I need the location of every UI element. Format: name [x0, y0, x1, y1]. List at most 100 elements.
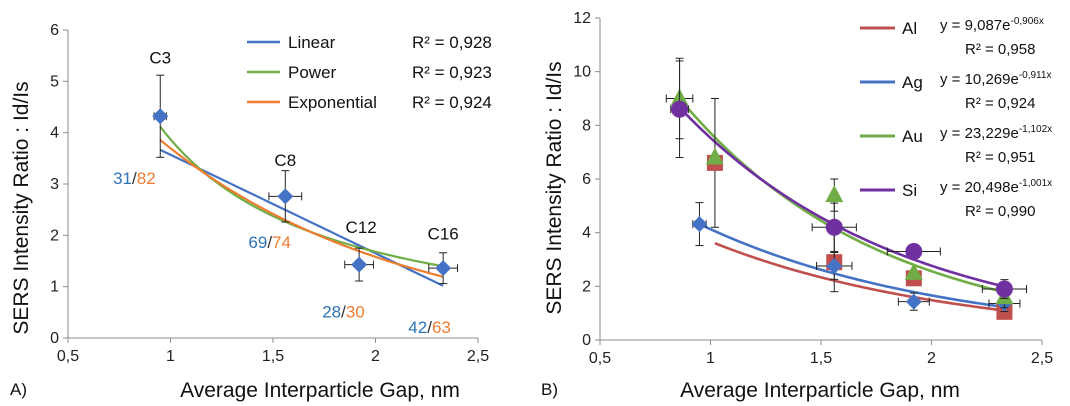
panel-a-ratio-label: 69/74: [248, 233, 291, 252]
panel-b-y-tick-label: 2: [582, 278, 591, 295]
panel-b-data-point-ag: [905, 293, 922, 310]
panel-b-data-points: [665, 57, 1028, 320]
equation-base: y = 9,087e: [940, 17, 1010, 34]
panel-a-ratio-label: 31/82: [113, 169, 156, 188]
ratio-second: 82: [137, 169, 156, 188]
panel-b-data-point-ag: [826, 257, 843, 274]
ratio-first: 42: [408, 318, 427, 337]
panel-a-fit-lines: [159, 126, 444, 287]
panel-b-x-tick-label: 2: [927, 350, 936, 367]
panel-a-y-tick-label: 0: [50, 330, 59, 347]
panel-a-fit-exp: [159, 139, 444, 278]
panel-a-y-tick-label: 2: [50, 227, 59, 244]
panel-a-point-label: C12: [346, 218, 377, 237]
panel-a-label: A): [10, 380, 27, 399]
panel-b-data-point-si: [671, 100, 689, 118]
equation-exponent: -1,001x: [1019, 178, 1052, 189]
panel-b-legend-label: Au: [902, 127, 923, 146]
panel-a-data-point: [277, 188, 294, 205]
panel-b-fit-au: [678, 97, 1005, 294]
panel-a-point-label: C16: [428, 224, 459, 243]
panel-b-legend-label: Al: [902, 19, 917, 38]
panel-a-x-tick-label: 0,5: [57, 348, 79, 365]
panel-b-fit-al: [714, 242, 1005, 312]
ratio-second: 74: [272, 233, 291, 252]
panel-b-data-point-au: [825, 185, 844, 203]
panel-b-legend-label: Ag: [902, 73, 923, 92]
panel-b-legend: Al y = 9,087e-0,906x R² = 0,958 Ag y = 10,26…: [860, 16, 1052, 220]
panel-a-y-tick-label: 4: [50, 125, 59, 142]
equation-exponent: -1,102x: [1019, 124, 1052, 135]
panel-a-chart: A) Average Interparticle Gap, nm SERS In…: [10, 22, 492, 402]
panel-b-data-point-au: [705, 147, 724, 165]
panel-a-legend-label: Exponential: [288, 93, 377, 112]
panel-a-legend-r2: R² = 0,923: [412, 63, 492, 82]
panel-a-data-point: [351, 256, 368, 273]
equation-base: y = 20,498e: [940, 179, 1019, 196]
panel-b-legend-equation: y = 20,498e-1,001x: [940, 178, 1052, 196]
equation-base: y = 23,229e: [940, 125, 1019, 142]
ratio-second: 30: [346, 302, 365, 321]
panel-b-legend-equation: y = 9,087e-0,906x: [940, 16, 1044, 34]
panel-a-data-points: [152, 74, 458, 285]
panel-b-fit-ag: [698, 222, 1005, 309]
panel-a-legend-r2: R² = 0,924: [412, 93, 492, 112]
panel-a-point-label: C8: [274, 151, 296, 170]
panel-b-data-point-si: [995, 280, 1013, 298]
ratio-slash: /: [132, 169, 137, 188]
panel-b-data-point-ag: [691, 216, 708, 233]
panel-a-ratio-label: 42/63: [408, 318, 451, 337]
panel-a-x-tick-label: 2: [371, 348, 380, 365]
panel-b-x-tick-label: 0,5: [589, 350, 611, 367]
panel-a-data-point: [435, 260, 452, 277]
ratio-first: 69: [248, 233, 267, 252]
equation-base: y = 10,269e: [940, 71, 1019, 88]
equation-exponent: -0,906x: [1010, 16, 1043, 27]
panel-a-y-axis-title: SERS Intensity Ratio : Id/Is: [10, 81, 33, 334]
panel-b-data-point-si: [825, 218, 843, 236]
panel-b-y-tick-label: 0: [582, 332, 591, 349]
panel-b-x-tick-label: 1: [706, 350, 715, 367]
panel-b-y-tick-label: 6: [582, 171, 591, 188]
panel-a-y-tick-label: 1: [50, 279, 59, 296]
panel-a-y-tick-label: 6: [50, 22, 59, 39]
panel-a-x-tick-label: 1,5: [262, 348, 284, 365]
panel-a-x-tick-label: 1: [166, 348, 175, 365]
panel-b-y-tick-label: 4: [582, 225, 591, 242]
panel-a-ratio-label: 28/30: [322, 302, 365, 321]
panel-b-y-axis-title: SERS Intensity Ratio : Id/Is: [543, 61, 566, 314]
panel-b-legend-r2: R² = 0,924: [965, 95, 1035, 112]
panel-b-legend-equation: y = 23,229e-1,102x: [940, 124, 1052, 142]
panel-b-legend-r2: R² = 0,951: [965, 149, 1035, 166]
panel-b-label: B): [541, 380, 558, 399]
panel-b-chart: B) Average Interparticle Gap, nm SERS In…: [541, 10, 1053, 402]
panel-a-x-tick-label: 2,5: [467, 348, 489, 365]
ratio-slash: /: [341, 302, 346, 321]
panel-a-data-point: [152, 108, 169, 125]
panel-a-y-tick-label: 5: [50, 73, 59, 90]
panel-b-data-point-si: [905, 242, 923, 260]
panel-b-y-tick-label: 12: [573, 10, 591, 27]
ratio-slash: /: [427, 318, 432, 337]
panel-a-point-label: C3: [149, 48, 171, 67]
panel-a-x-axis-title: Average Interparticle Gap, nm: [180, 379, 460, 402]
ratio-second: 63: [432, 318, 451, 337]
panel-a-legend-label: Linear: [288, 33, 336, 52]
panel-b-legend-label: Si: [902, 181, 917, 200]
panel-a-legend-label: Power: [288, 63, 337, 82]
ratio-first: 28: [322, 302, 341, 321]
panel-a-legend: Linear R² = 0,928 Power R² = 0,923 Exponenti…: [247, 33, 492, 112]
panel-b-legend-r2: R² = 0,958: [965, 41, 1035, 58]
panel-b-legend-r2: R² = 0,990: [965, 203, 1035, 220]
panel-a-axes: 0,5 1 1,5 2 2,5 0 1 2 3 4 5 6: [50, 22, 489, 365]
panel-b-data-point-au: [904, 262, 923, 280]
ratio-slash: /: [267, 233, 272, 252]
ratio-first: 31: [113, 169, 132, 188]
panel-a-legend-r2: R² = 0,928: [412, 33, 492, 52]
panel-b-y-tick-label: 8: [582, 117, 591, 134]
panel-b-legend-equation: y = 10,269e-0,911x: [940, 70, 1051, 88]
panel-b-y-tick-label: 10: [573, 64, 591, 81]
panel-a-y-tick-label: 3: [50, 176, 59, 193]
